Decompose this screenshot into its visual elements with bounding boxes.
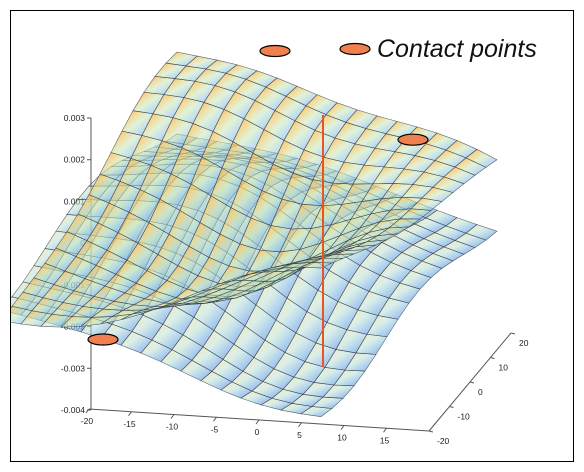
contact-point-1 [259, 44, 291, 58]
y-tick-mark [469, 381, 475, 384]
contact-point-2 [397, 133, 429, 146]
x-tick-mark [213, 416, 217, 422]
z-tick-label: -0.004 [61, 405, 85, 415]
contact-points [87, 44, 429, 346]
z-tick-label: 0.002 [64, 155, 86, 165]
legend-marker [339, 42, 371, 56]
x-tick-mark [383, 427, 387, 433]
z-tick-label: -0.003 [61, 363, 85, 373]
x-tick-label: -5 [211, 424, 219, 434]
y-tick-mark [428, 430, 434, 433]
upper-surface [11, 51, 498, 328]
z-tick-label: 0.001 [64, 196, 86, 206]
x-tick-mark [340, 425, 345, 430]
x-tick-label: -20 [81, 416, 94, 426]
x-tick-mark [298, 422, 302, 428]
contact-point-3 [87, 333, 119, 346]
x-tick-mark [128, 411, 132, 417]
upper-surface-cell [465, 149, 498, 168]
y-tick-mark [449, 406, 454, 408]
x-tick-label: 15 [380, 435, 390, 445]
surface-plot: 0.0030.0020.0010-0.001-0.002-0.003-0.004… [11, 35, 537, 446]
legend: Contact points [339, 35, 537, 63]
x-axis: -20 -15 -10 -5 0 5 10 15 [81, 408, 430, 445]
y-tick-label: 10 [499, 363, 509, 373]
y-tick-label: -20 [437, 436, 450, 446]
x-tick-label: -10 [166, 422, 179, 432]
x-tick-label: 5 [297, 430, 302, 440]
y-tick-mark [490, 357, 495, 359]
chart-frame: 0.0030.0020.0010-0.001-0.002-0.003-0.004… [10, 10, 574, 462]
lower-surface-cell [465, 224, 498, 241]
x-tick-mark [85, 408, 90, 414]
y-tick-label: -10 [458, 412, 471, 422]
x-tick-label: 0 [255, 427, 260, 437]
y-tick-mark [510, 332, 516, 335]
z-tick-label: 0.003 [64, 113, 86, 123]
x-tick-label: 10 [337, 433, 347, 443]
x-tick-mark [255, 419, 260, 425]
y-tick-label: 20 [519, 338, 529, 348]
x-tick-label: -15 [123, 419, 136, 429]
x-tick-mark [170, 414, 175, 419]
y-tick-label: 0 [478, 387, 483, 397]
legend-label: Contact points [377, 35, 537, 63]
y-axis: 20 10 0 -10 -20 [428, 332, 529, 446]
